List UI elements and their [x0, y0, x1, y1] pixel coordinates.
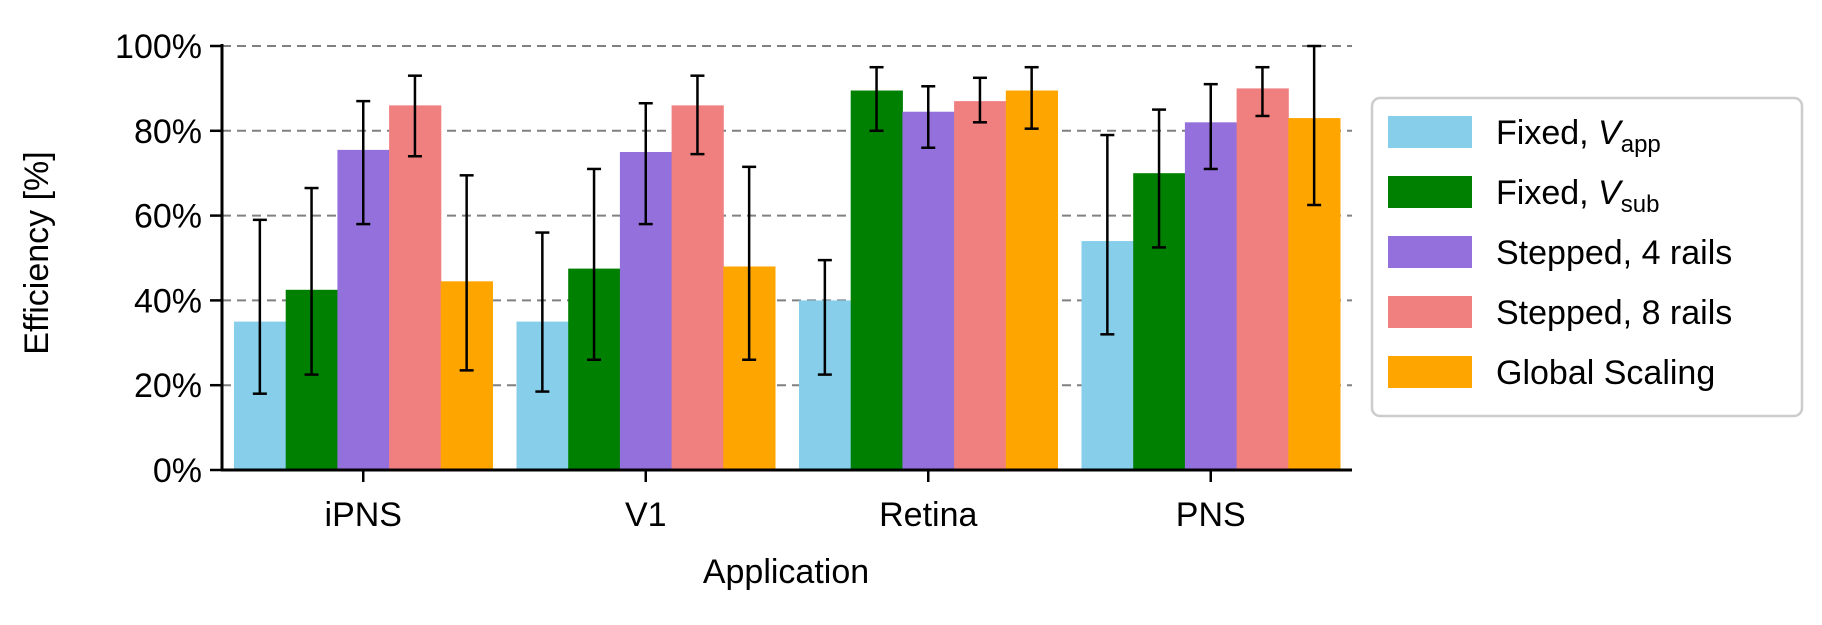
- legend-swatch: [1388, 116, 1472, 148]
- y-tick-label: 0%: [153, 452, 202, 490]
- legend-swatch: [1388, 236, 1472, 268]
- y-tick-label: 80%: [134, 113, 202, 151]
- x-axis-label: Application: [703, 553, 869, 591]
- bar: [954, 101, 1007, 471]
- x-tick-label: Retina: [879, 496, 977, 534]
- legend-box: [1370, 96, 1804, 418]
- y-tick-label: 40%: [134, 282, 202, 320]
- error-bars: [252, 44, 1322, 395]
- bar: [1184, 122, 1238, 470]
- x-tick-label: V1: [625, 496, 667, 534]
- legend-label: Stepped, 8 rails: [1496, 294, 1732, 332]
- legend-label: Global Scaling: [1496, 354, 1715, 392]
- bar: [850, 90, 903, 471]
- bar: [389, 105, 442, 471]
- legend-label: Fixed, Vapp: [1496, 114, 1661, 158]
- axes: 0% 20% 40% 60% 80% 100% iPNS V1 Retina PNS: [115, 28, 1352, 534]
- bar: [902, 111, 955, 470]
- legend-label: Stepped, 4 rails: [1496, 234, 1732, 272]
- y-tick-label: 60%: [134, 198, 202, 236]
- x-tick-label: iPNS: [325, 496, 402, 534]
- y-tick-label: 20%: [134, 367, 202, 405]
- bar: [671, 105, 724, 471]
- x-tick-label: PNS: [1176, 496, 1246, 534]
- y-axis-label: Efficiency [%]: [18, 151, 56, 354]
- legend-label: Fixed, Vsub: [1496, 174, 1659, 218]
- legend: Fixed, Vapp Fixed, Vsub Stepped, 4 rails St…: [1370, 96, 1804, 418]
- bar: [1236, 88, 1289, 471]
- legend-swatch: [1388, 356, 1472, 388]
- y-tick-label: 100%: [115, 28, 202, 66]
- legend-swatch: [1388, 176, 1472, 208]
- legend-swatch: [1388, 296, 1472, 328]
- bar: [1005, 90, 1058, 471]
- bars: [234, 88, 1341, 471]
